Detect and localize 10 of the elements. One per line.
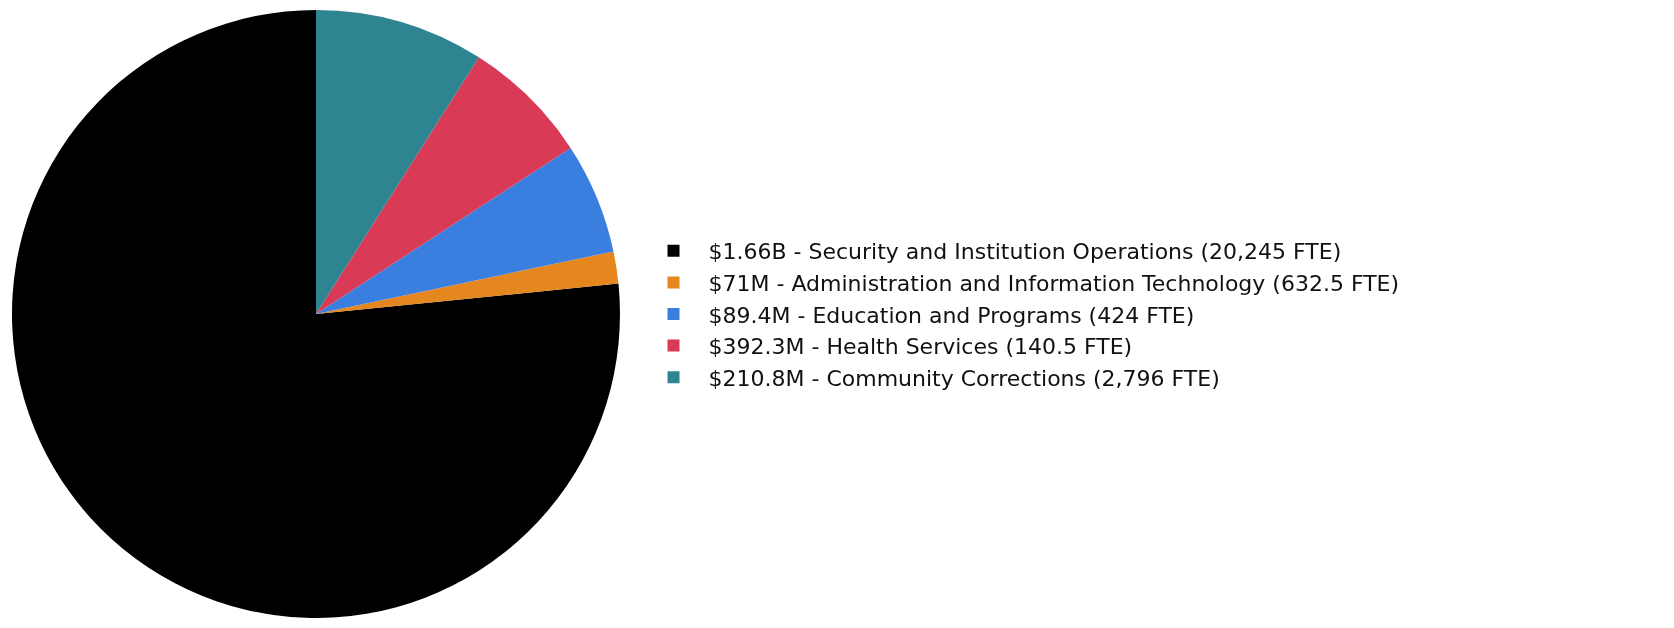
pie-slice — [315, 147, 614, 314]
pie-slice — [315, 251, 619, 314]
legend-label: $210.8M - Community Corrections (2,796 FTE) — [708, 365, 1220, 391]
legend-label: $392.3M - Health Services (140.5 FTE) — [708, 334, 1133, 360]
pie-slice — [12, 10, 620, 618]
legend-label: $89.4M - Education and Programs (424 FTE) — [708, 302, 1195, 328]
pie-slice — [315, 57, 571, 314]
pie-slice — [315, 10, 479, 314]
legend-label: $1.66B - Security and Institution Operations (20,245 FTE) — [708, 239, 1342, 265]
legend-label: $71M - Administration and Information Technology (632.5 FTE) — [708, 270, 1400, 296]
